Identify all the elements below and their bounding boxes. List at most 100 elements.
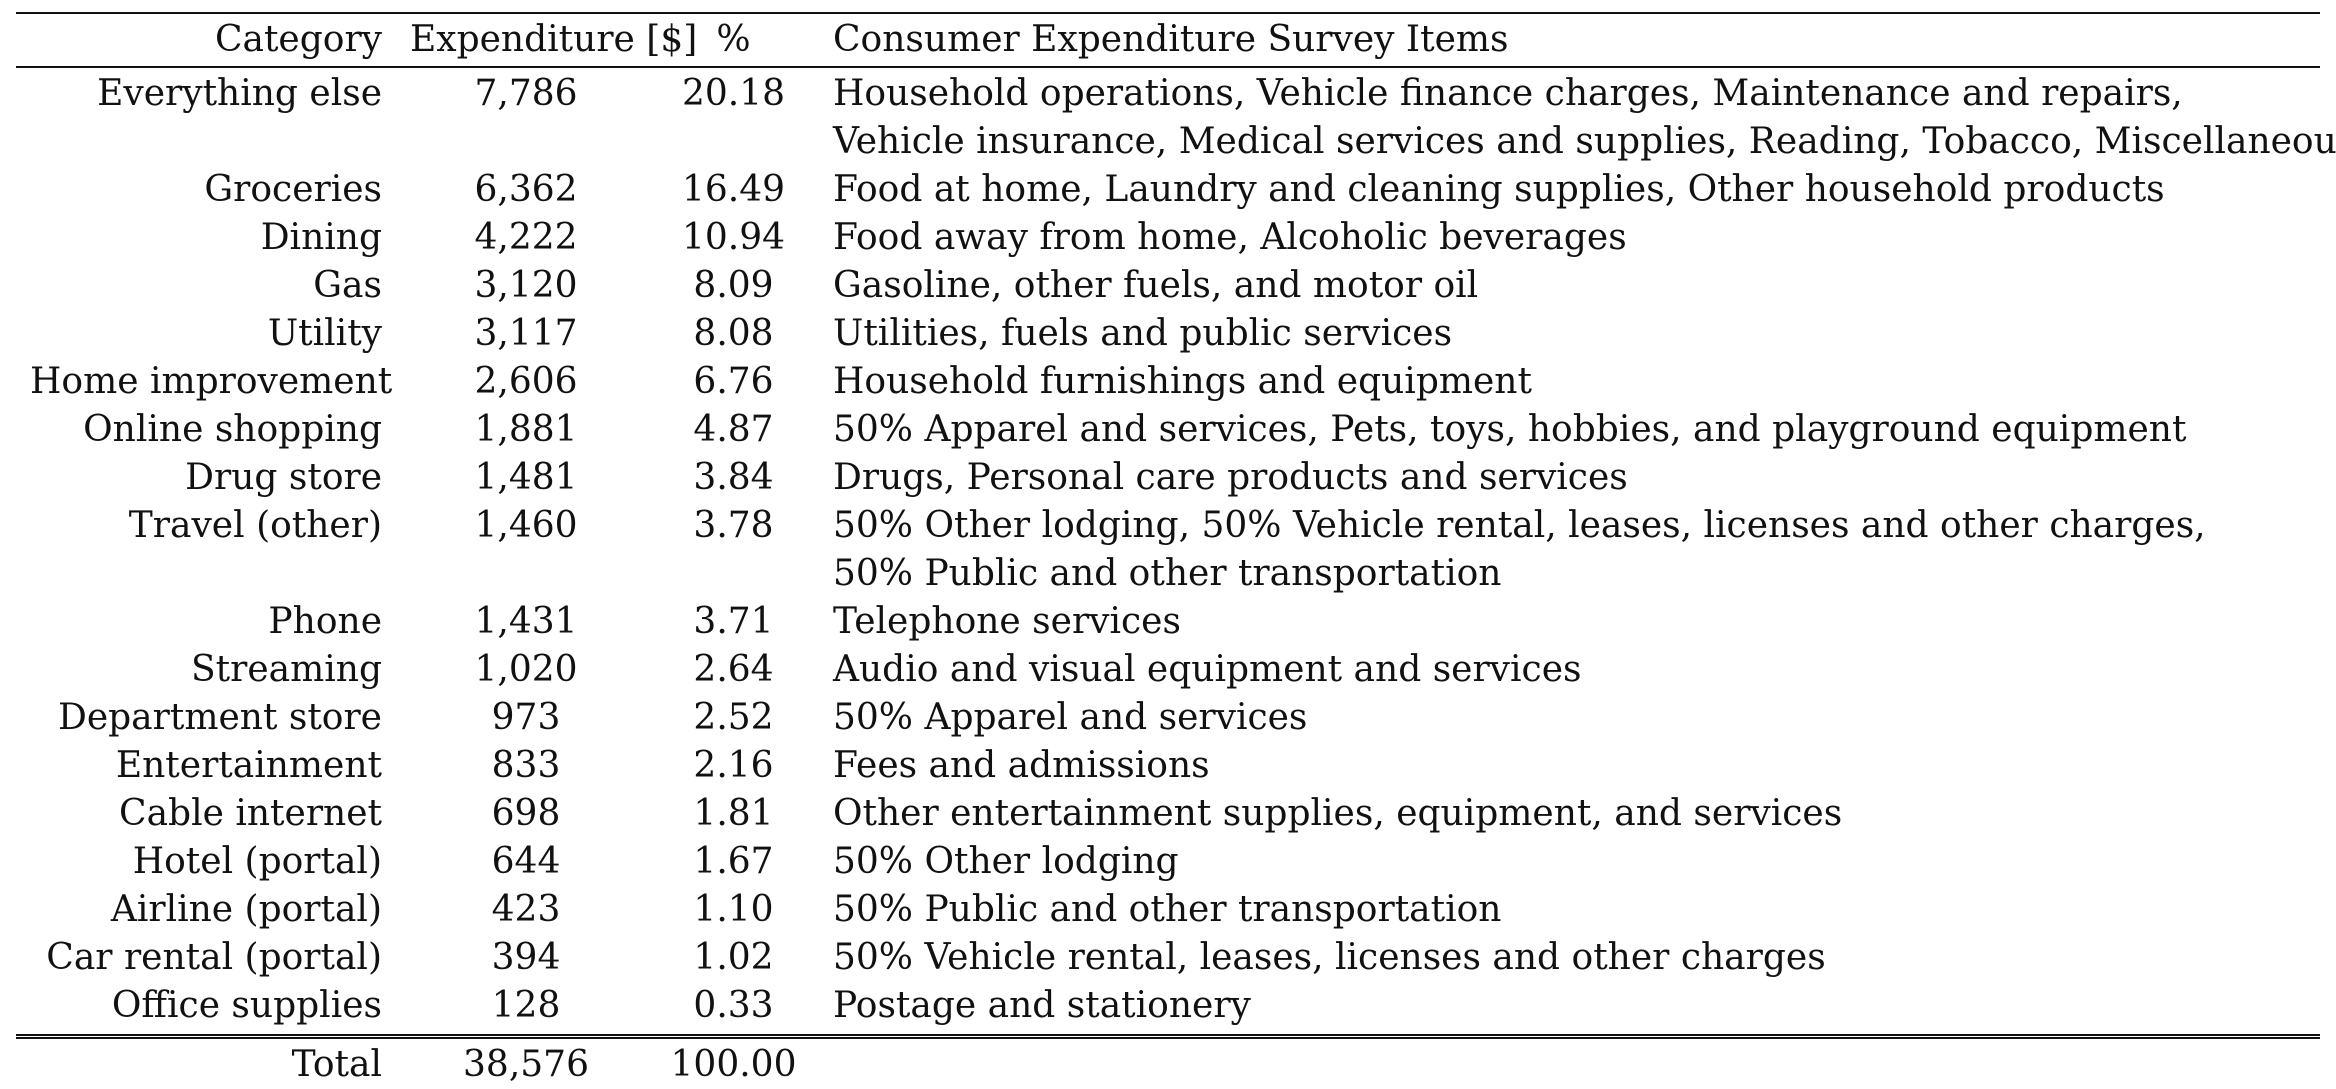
category-cell: Car rental (portal) <box>16 934 396 982</box>
percent-cell: 4.87 <box>656 406 811 454</box>
table-footer: Total 38,576 100.00 <box>16 1037 2320 1089</box>
expenditure-cell: 3,120 <box>396 262 656 310</box>
expenditure-cell: 833 <box>396 742 656 790</box>
expenditure-cell: 698 <box>396 790 656 838</box>
category-cell: Home improvement <box>16 358 396 406</box>
survey-items-line: Postage and stationery <box>833 982 2306 1030</box>
survey-items-line: 50% Vehicle rental, leases, licenses and… <box>833 934 2306 982</box>
survey-items-cell: Audio and visual equipment and services <box>811 646 2320 694</box>
expenditure-cell: 128 <box>396 982 656 1037</box>
survey-items-line: Utilities, fuels and public services <box>833 310 2306 358</box>
expenditure-cell: 644 <box>396 838 656 886</box>
survey-items-cell: Utilities, fuels and public services <box>811 310 2320 358</box>
expenditure-cell: 6,362 <box>396 166 656 214</box>
survey-items-cell: Household operations, Vehicle finance ch… <box>811 67 2320 166</box>
survey-items-cell: Food away from home, Alcoholic beverages <box>811 214 2320 262</box>
survey-items-cell: Household furnishings and equipment <box>811 358 2320 406</box>
percent-cell: 3.78 <box>656 502 811 598</box>
category-cell: Travel (other) <box>16 502 396 598</box>
survey-items-line: Drugs, Personal care products and servic… <box>833 454 2306 502</box>
header-items: Consumer Expenditure Survey Items <box>811 13 2320 67</box>
total-items <box>811 1037 2320 1089</box>
total-percent: 100.00 <box>656 1037 811 1089</box>
survey-items-cell: Telephone services <box>811 598 2320 646</box>
expenditure-cell: 3,117 <box>396 310 656 358</box>
expenditure-table: Category Expenditure [$] % Consumer Expe… <box>16 12 2320 1089</box>
expenditure-cell: 2,606 <box>396 358 656 406</box>
category-cell: Hotel (portal) <box>16 838 396 886</box>
header-category: Category <box>16 13 396 67</box>
category-cell: Groceries <box>16 166 396 214</box>
survey-items-line: 50% Apparel and services <box>833 694 2306 742</box>
percent-cell: 2.16 <box>656 742 811 790</box>
survey-items-cell: 50% Other lodging, 50% Vehicle rental, l… <box>811 502 2320 598</box>
total-row: Total 38,576 100.00 <box>16 1037 2320 1089</box>
survey-items-line: Food at home, Laundry and cleaning suppl… <box>833 166 2306 214</box>
category-cell: Entertainment <box>16 742 396 790</box>
expenditure-cell: 7,786 <box>396 67 656 166</box>
expenditure-cell: 1,881 <box>396 406 656 454</box>
category-cell: Drug store <box>16 454 396 502</box>
survey-items-line: Vehicle insurance, Medical services and … <box>833 118 2306 166</box>
category-cell: Phone <box>16 598 396 646</box>
survey-items-cell: Gasoline, other fuels, and motor oil <box>811 262 2320 310</box>
survey-items-line: 50% Public and other transportation <box>833 550 2306 598</box>
percent-cell: 0.33 <box>656 982 811 1037</box>
survey-items-cell: Drugs, Personal care products and servic… <box>811 454 2320 502</box>
expenditure-cell: 1,431 <box>396 598 656 646</box>
total-label: Total <box>16 1037 396 1089</box>
category-cell: Cable internet <box>16 790 396 838</box>
table-header: Category Expenditure [$] % Consumer Expe… <box>16 13 2320 67</box>
expenditure-cell: 973 <box>396 694 656 742</box>
survey-items-line: 50% Other lodging, 50% Vehicle rental, l… <box>833 502 2306 550</box>
expenditure-cell: 1,481 <box>396 454 656 502</box>
percent-cell: 20.18 <box>656 67 811 166</box>
survey-items-line: Telephone services <box>833 598 2306 646</box>
total-expenditure: 38,576 <box>396 1037 656 1089</box>
category-cell: Department store <box>16 694 396 742</box>
expenditure-cell: 1,460 <box>396 502 656 598</box>
survey-items-cell: Fees and admissions <box>811 742 2320 790</box>
percent-cell: 3.71 <box>656 598 811 646</box>
percent-cell: 2.52 <box>656 694 811 742</box>
survey-items-line: Audio and visual equipment and services <box>833 646 2306 694</box>
percent-cell: 10.94 <box>656 214 811 262</box>
category-cell: Everything else <box>16 67 396 166</box>
header-row: Category Expenditure [$] % Consumer Expe… <box>16 13 2320 67</box>
survey-items-cell: 50% Apparel and services, Pets, toys, ho… <box>811 406 2320 454</box>
percent-cell: 1.10 <box>656 886 811 934</box>
expenditure-cell: 394 <box>396 934 656 982</box>
category-cell: Online shopping <box>16 406 396 454</box>
survey-items-line: Other entertainment supplies, equipment,… <box>833 790 2306 838</box>
survey-items-line: 50% Apparel and services, Pets, toys, ho… <box>833 406 2306 454</box>
survey-items-cell: Other entertainment supplies, equipment,… <box>811 790 2320 838</box>
survey-items-cell: 50% Vehicle rental, leases, licenses and… <box>811 934 2320 982</box>
category-cell: Streaming <box>16 646 396 694</box>
survey-items-cell: Postage and stationery <box>811 982 2320 1037</box>
category-cell: Dining <box>16 214 396 262</box>
survey-items-line: Gasoline, other fuels, and motor oil <box>833 262 2306 310</box>
survey-items-cell: 50% Other lodging <box>811 838 2320 886</box>
percent-cell: 2.64 <box>656 646 811 694</box>
expenditure-cell: 423 <box>396 886 656 934</box>
category-cell: Airline (portal) <box>16 886 396 934</box>
survey-items-line: Food away from home, Alcoholic beverages <box>833 214 2306 262</box>
percent-cell: 6.76 <box>656 358 811 406</box>
percent-cell: 8.09 <box>656 262 811 310</box>
expenditure-cell: 1,020 <box>396 646 656 694</box>
survey-items-line: Household operations, Vehicle finance ch… <box>833 70 2306 118</box>
